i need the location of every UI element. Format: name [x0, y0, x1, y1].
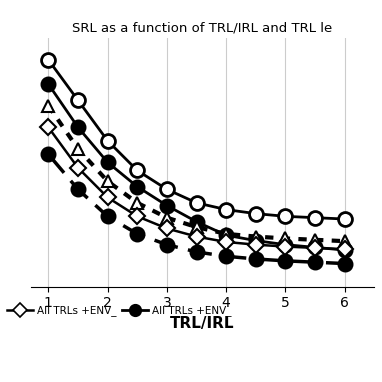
- Title: SRL as a function of TRL/IRL and TRL le: SRL as a function of TRL/IRL and TRL le: [72, 21, 333, 34]
- X-axis label: TRL/IRL: TRL/IRL: [170, 316, 235, 331]
- Legend: All TRLs +ENV_, All TRLs +ENV_: All TRLs +ENV_, All TRLs +ENV_: [5, 303, 234, 318]
